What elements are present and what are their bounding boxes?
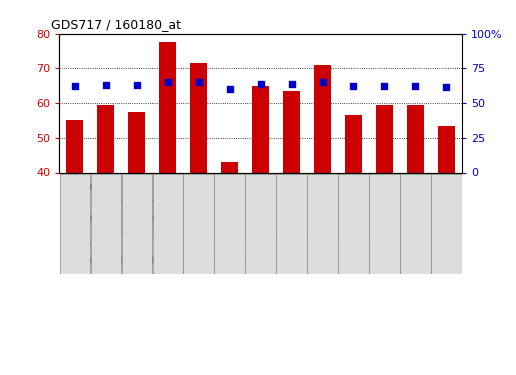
Bar bbox=[190, 63, 207, 173]
Bar bbox=[283, 91, 300, 172]
Title: GDS717 / 160180_at: GDS717 / 160180_at bbox=[51, 18, 181, 31]
Bar bbox=[221, 162, 238, 172]
Text: strain: strain bbox=[62, 182, 92, 192]
Bar bbox=[379, 201, 462, 236]
Point bbox=[411, 83, 420, 89]
Bar bbox=[184, 201, 267, 236]
Text: count: count bbox=[84, 241, 111, 251]
Bar bbox=[101, 172, 267, 201]
Text: creatine, tacrine,
moclobemide: creatine, tacrine, moclobemide bbox=[187, 209, 265, 228]
Bar bbox=[407, 105, 424, 172]
Bar bbox=[438, 126, 455, 172]
Point bbox=[133, 82, 141, 88]
Bar bbox=[60, 174, 90, 274]
Bar bbox=[308, 174, 337, 274]
Point bbox=[256, 81, 265, 87]
Point bbox=[318, 80, 327, 86]
Bar bbox=[97, 105, 115, 172]
Point bbox=[442, 84, 450, 90]
Bar bbox=[128, 112, 146, 172]
Bar bbox=[431, 174, 461, 274]
Bar bbox=[369, 174, 399, 274]
Bar bbox=[159, 42, 176, 172]
Bar bbox=[184, 174, 214, 274]
Bar bbox=[215, 174, 245, 274]
Bar bbox=[91, 174, 121, 274]
Bar bbox=[376, 105, 393, 172]
Point bbox=[102, 82, 110, 88]
Bar bbox=[345, 115, 362, 172]
Bar bbox=[246, 174, 276, 274]
Text: R6/2: R6/2 bbox=[352, 182, 378, 192]
Point bbox=[349, 84, 358, 90]
Point bbox=[380, 83, 389, 89]
Bar bbox=[400, 174, 430, 274]
Point bbox=[71, 84, 79, 90]
Bar bbox=[122, 174, 152, 274]
Text: creatine, tacrine,
moclobemide: creatine, tacrine, moclobemide bbox=[381, 209, 459, 228]
Point bbox=[164, 80, 172, 86]
Bar bbox=[277, 174, 307, 274]
Text: control: control bbox=[127, 214, 158, 223]
Text: percentile rank within the sample: percentile rank within the sample bbox=[84, 255, 249, 266]
Point bbox=[195, 80, 203, 86]
Point bbox=[287, 81, 296, 87]
Bar bbox=[252, 86, 269, 172]
Text: wild type: wild type bbox=[159, 182, 209, 192]
Bar bbox=[101, 201, 184, 236]
Bar bbox=[267, 172, 462, 201]
Point bbox=[225, 86, 234, 92]
Bar bbox=[267, 201, 379, 236]
Bar bbox=[153, 174, 183, 274]
Text: control: control bbox=[308, 214, 339, 223]
Text: agent: agent bbox=[62, 213, 92, 223]
Bar bbox=[314, 65, 331, 172]
Bar bbox=[338, 174, 368, 274]
Bar bbox=[67, 120, 84, 172]
